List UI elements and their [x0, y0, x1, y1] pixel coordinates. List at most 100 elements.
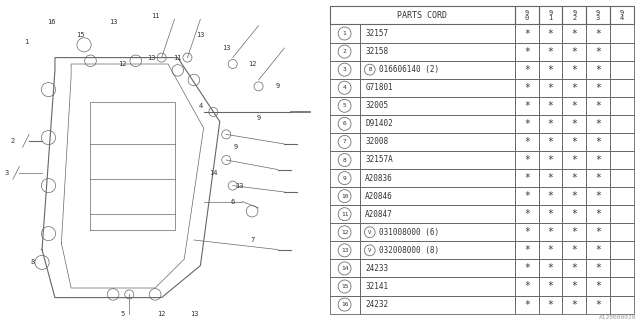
Bar	[563, 241, 586, 260]
Text: 2: 2	[342, 49, 346, 54]
Bar	[586, 296, 610, 314]
Bar	[539, 24, 563, 43]
Bar	[330, 97, 360, 115]
Text: 12: 12	[341, 230, 348, 235]
Bar	[539, 260, 563, 277]
Text: 32158: 32158	[365, 47, 388, 56]
Text: *: *	[524, 83, 530, 93]
Bar	[539, 6, 563, 24]
Bar	[586, 169, 610, 187]
Text: *: *	[595, 173, 601, 183]
Text: 10: 10	[341, 194, 348, 199]
Text: 032008000 (8): 032008000 (8)	[379, 246, 439, 255]
Bar	[563, 133, 586, 151]
Text: *: *	[572, 227, 577, 237]
Bar	[330, 24, 360, 43]
Text: 3: 3	[342, 67, 346, 72]
Bar	[586, 60, 610, 79]
Bar	[563, 43, 586, 60]
Bar	[586, 43, 610, 60]
Text: *: *	[595, 209, 601, 219]
Text: D91402: D91402	[365, 119, 393, 128]
Bar	[330, 79, 360, 97]
Text: *: *	[548, 227, 554, 237]
Bar	[563, 260, 586, 277]
Bar	[515, 97, 539, 115]
Text: *: *	[572, 300, 577, 309]
Bar	[515, 169, 539, 187]
Bar	[539, 205, 563, 223]
Text: *: *	[595, 101, 601, 111]
Bar	[563, 151, 586, 169]
Bar	[330, 133, 360, 151]
Text: 15: 15	[341, 284, 348, 289]
Text: 12: 12	[118, 61, 127, 67]
Text: 13: 13	[222, 45, 230, 51]
Bar	[586, 133, 610, 151]
Text: 1: 1	[342, 31, 346, 36]
Text: PARTS CORD: PARTS CORD	[397, 11, 447, 20]
Text: 13: 13	[109, 20, 117, 25]
Bar	[539, 60, 563, 79]
Text: *: *	[524, 300, 530, 309]
Text: *: *	[572, 209, 577, 219]
Bar	[515, 223, 539, 241]
Text: *: *	[548, 245, 554, 255]
Bar	[515, 260, 539, 277]
Text: *: *	[595, 282, 601, 292]
Text: *: *	[595, 28, 601, 38]
Bar	[360, 205, 515, 223]
Text: 9
4: 9 4	[620, 10, 624, 21]
Text: *: *	[595, 83, 601, 93]
Text: 12: 12	[248, 61, 257, 67]
Bar	[586, 115, 610, 133]
Bar	[563, 115, 586, 133]
Text: *: *	[524, 209, 530, 219]
Text: 9
3: 9 3	[596, 10, 600, 21]
Text: 11: 11	[151, 13, 159, 19]
Bar	[330, 277, 360, 296]
Bar	[610, 223, 634, 241]
Bar	[515, 6, 539, 24]
Text: 4: 4	[198, 103, 202, 108]
Bar	[330, 205, 360, 223]
Text: *: *	[595, 47, 601, 57]
Text: *: *	[572, 47, 577, 57]
Bar	[330, 169, 360, 187]
Text: *: *	[548, 209, 554, 219]
Bar	[360, 151, 515, 169]
Bar	[360, 277, 515, 296]
Text: A120000020: A120000020	[599, 315, 637, 320]
Text: 13: 13	[148, 55, 156, 60]
Text: *: *	[524, 47, 530, 57]
Bar	[610, 133, 634, 151]
Text: 16: 16	[341, 302, 348, 307]
Bar	[563, 6, 586, 24]
Bar	[330, 151, 360, 169]
Text: 5: 5	[342, 103, 346, 108]
Text: 2: 2	[11, 138, 15, 144]
Bar	[610, 260, 634, 277]
Bar	[610, 6, 634, 24]
Text: 11: 11	[173, 55, 182, 60]
Text: *: *	[595, 65, 601, 75]
Bar	[586, 260, 610, 277]
Text: *: *	[572, 83, 577, 93]
Text: B: B	[368, 67, 371, 72]
Bar	[539, 115, 563, 133]
Bar	[515, 296, 539, 314]
Bar	[610, 187, 634, 205]
Bar	[586, 151, 610, 169]
Text: G71801: G71801	[365, 83, 393, 92]
Bar	[539, 223, 563, 241]
Text: *: *	[548, 282, 554, 292]
Bar	[360, 24, 515, 43]
Bar	[563, 223, 586, 241]
Bar	[586, 24, 610, 43]
Text: A20836: A20836	[365, 173, 393, 183]
Text: 32005: 32005	[365, 101, 388, 110]
Text: *: *	[548, 28, 554, 38]
Text: 9: 9	[276, 84, 280, 89]
Text: *: *	[524, 173, 530, 183]
Bar	[563, 277, 586, 296]
